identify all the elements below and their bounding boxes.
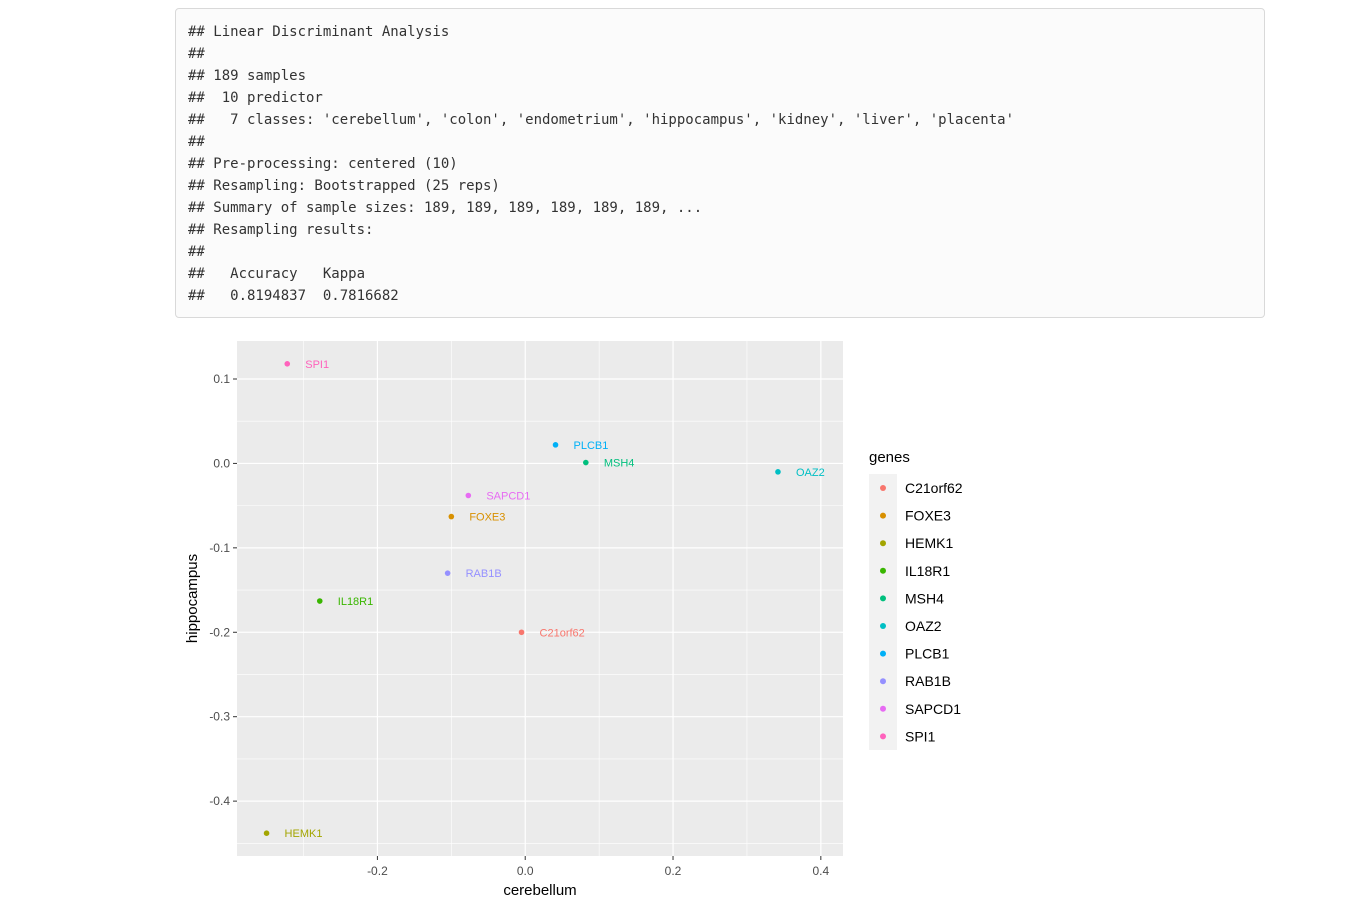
legend-label: IL18R1 xyxy=(905,563,950,579)
data-point-label: SAPCD1 xyxy=(486,491,530,503)
data-point xyxy=(465,492,472,499)
legend-label: PLCB1 xyxy=(905,646,950,662)
data-point-label: FOXE3 xyxy=(469,512,505,524)
legend-label: OAZ2 xyxy=(905,618,942,634)
y-tick-label: -0.1 xyxy=(209,541,230,555)
console-line: ## 7 classes: 'cerebellum', 'colon', 'en… xyxy=(188,112,1015,128)
y-tick-label: 0.1 xyxy=(213,372,230,386)
data-point xyxy=(444,570,451,576)
legend-label: SPI1 xyxy=(905,728,936,744)
console-line: ## Resampling: Bootstrapped (25 reps) xyxy=(188,178,500,194)
x-tick-label: 0.2 xyxy=(665,864,682,878)
data-point xyxy=(583,459,589,466)
legend-key xyxy=(880,650,886,657)
legend-key xyxy=(880,678,886,685)
data-point xyxy=(263,830,270,837)
data-point-label: SPI1 xyxy=(305,359,329,371)
legend-key xyxy=(880,540,886,547)
data-point-label: C21orf62 xyxy=(540,627,585,639)
data-point xyxy=(552,442,559,448)
legend-key xyxy=(880,623,886,629)
console-line: ## xyxy=(188,134,205,150)
legend-label: C21orf62 xyxy=(905,480,963,496)
console-line: ## xyxy=(188,244,205,260)
legend-key xyxy=(880,485,886,491)
console-line: ## Pre-processing: centered (10) xyxy=(188,156,458,172)
y-tick-label: -0.2 xyxy=(209,625,230,639)
plot-panel xyxy=(237,341,843,856)
data-point xyxy=(518,629,525,636)
x-tick-label: -0.2 xyxy=(367,864,388,878)
y-tick-label: 0.0 xyxy=(213,456,230,470)
console-output: ## Linear Discriminant Analysis ## ## 18… xyxy=(175,8,1265,318)
y-axis-title: hippocampus xyxy=(184,554,201,643)
data-point xyxy=(316,598,323,604)
x-tick-label: 0.0 xyxy=(517,864,534,878)
console-line: ## Resampling results: xyxy=(188,222,374,238)
console-line: ## Linear Discriminant Analysis xyxy=(188,24,450,40)
console-line: ## Summary of sample sizes: 189, 189, 18… xyxy=(188,200,703,216)
data-point xyxy=(448,513,455,520)
x-tick-label: 0.4 xyxy=(812,864,829,878)
legend-key-background xyxy=(869,474,897,750)
data-point-label: RAB1B xyxy=(466,568,502,580)
legend-key xyxy=(880,567,886,574)
console-line: ## Accuracy Kappa xyxy=(188,266,366,282)
data-point-label: IL18R1 xyxy=(338,596,373,608)
legend-key xyxy=(880,733,886,740)
legend-label: RAB1B xyxy=(905,673,951,689)
legend-key xyxy=(880,595,886,602)
legend-label: SAPCD1 xyxy=(905,701,961,717)
legend-label: FOXE3 xyxy=(905,508,951,524)
data-point-label: PLCB1 xyxy=(574,440,609,452)
legend-key xyxy=(880,705,886,712)
console-line: ## 0.8194837 0.7816682 xyxy=(188,288,399,304)
y-tick-label: -0.4 xyxy=(209,794,230,808)
legend-title: genes xyxy=(869,449,910,466)
legend-label: HEMK1 xyxy=(905,535,953,551)
y-tick-label: -0.3 xyxy=(209,710,230,724)
data-point-label: OAZ2 xyxy=(796,467,825,479)
console-line: ## 189 samples xyxy=(188,68,307,84)
data-point xyxy=(775,469,781,475)
data-point-label: HEMK1 xyxy=(285,828,323,840)
data-point-label: MSH4 xyxy=(604,458,635,470)
console-line: ## xyxy=(188,46,205,62)
legend-label: MSH4 xyxy=(905,590,944,606)
console-line: ## 10 predictor xyxy=(188,90,323,106)
data-point xyxy=(284,360,291,367)
x-axis-title: cerebellum xyxy=(503,882,576,899)
legend-key xyxy=(880,512,886,519)
